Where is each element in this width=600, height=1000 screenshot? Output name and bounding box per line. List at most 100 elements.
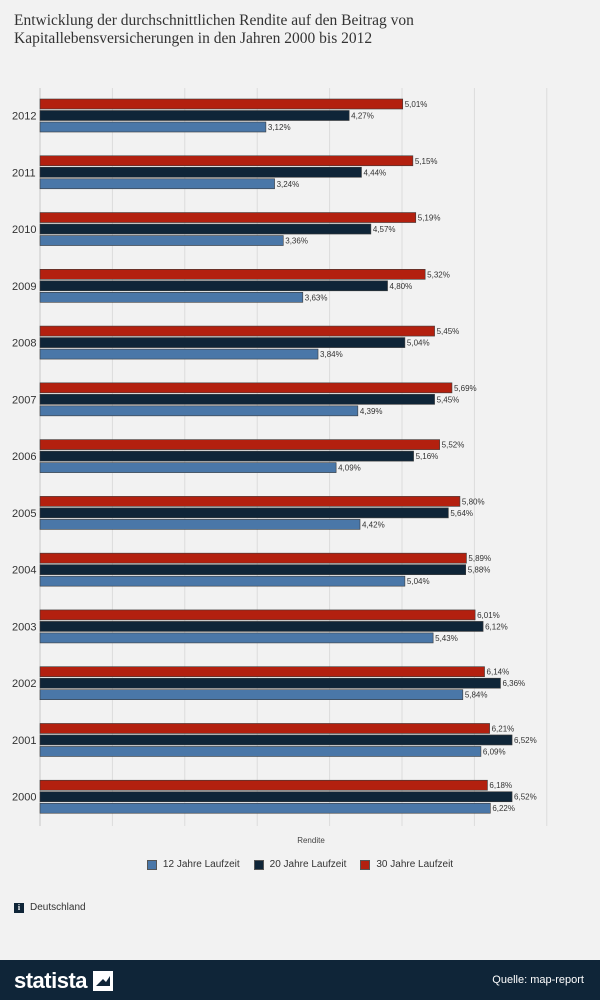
bar[interactable] [39,405,359,417]
bar[interactable] [39,779,488,791]
bar[interactable] [39,110,350,121]
bar[interactable] [39,269,426,280]
data-label: 4,09% [338,464,361,473]
data-label: 6,21% [492,724,515,733]
bar[interactable] [39,121,267,133]
bar[interactable] [39,677,501,689]
data-label: 5,52% [442,441,465,450]
y-tick-label: 2007 [12,394,36,406]
region-note: i Deutschland [14,902,86,913]
data-label: 5,69% [454,384,477,393]
y-tick-label: 2004 [12,565,36,577]
data-label: 4,27% [351,112,374,121]
data-label: 5,01% [405,100,428,109]
bar[interactable] [39,280,388,292]
legend-label: 12 Jahre Laufzeit [162,859,240,870]
data-label: 6,01% [477,611,500,620]
bar[interactable] [39,178,275,190]
data-label: 5,64% [450,509,473,518]
data-label: 5,84% [465,691,488,700]
data-label: 4,39% [360,407,383,416]
data-label: 5,89% [468,554,491,563]
y-tick-label: 2000 [12,792,36,804]
bar[interactable] [39,802,491,814]
data-label: 6,18% [489,781,512,790]
legend-item[interactable]: 30 Jahre Laufzeit [360,859,453,870]
legend-item[interactable]: 20 Jahre Laufzeit [253,859,346,870]
x-axis-title: Rendite [297,836,325,845]
y-tick-label: 2003 [12,621,36,633]
source-note: Quelle: map-report [492,974,584,986]
bar[interactable] [39,223,372,235]
y-tick-label: 2010 [12,224,36,236]
bar[interactable] [39,235,284,246]
bar[interactable] [39,98,404,110]
bar[interactable] [39,552,467,564]
bar[interactable] [39,575,406,587]
bar[interactable] [39,394,435,405]
bar[interactable] [39,166,362,178]
bar[interactable] [39,450,414,462]
data-label: 5,45% [437,395,460,404]
legend: 12 Jahre Laufzeit 20 Jahre Laufzeit 30 Jah… [0,859,600,870]
y-tick-label: 2006 [12,451,36,463]
statista-logo[interactable]: statista [14,968,114,994]
y-tick-label: 2001 [12,735,36,747]
bar[interactable] [39,519,361,530]
data-label: 5,43% [435,634,458,643]
bar[interactable] [39,666,485,677]
data-label: 5,45% [437,327,460,336]
bar[interactable] [39,734,513,746]
bar[interactable] [39,155,414,167]
bar[interactable] [39,496,461,507]
bar[interactable] [39,609,476,621]
bar[interactable] [39,382,453,394]
labels: 2012 5,01% 4,27% 3,12% 2011 5,15% 4,44% 3,24% 20… [12,100,537,813]
legend-item[interactable]: 12 Jahre Laufzeit [146,859,240,870]
legend-swatch [253,859,264,870]
data-label: 3,63% [305,293,328,302]
data-label: 6,09% [483,747,506,756]
bar-chart: 2012 5,01% 4,27% 3,12% 2011 5,15% 4,44% 3,24% 20… [12,88,548,845]
bar[interactable] [39,746,482,757]
y-tick-label: 2005 [12,508,36,520]
bar[interactable] [39,212,417,223]
brand-name: statista [14,968,88,993]
info-icon: i [14,902,24,913]
data-label: 6,12% [485,622,508,631]
bar[interactable] [39,325,435,337]
bar[interactable] [39,439,440,450]
data-label: 3,24% [277,180,300,189]
region-label: Deutschland [30,902,86,913]
data-label: 6,36% [502,679,525,688]
bars [39,98,513,814]
legend-swatch [360,859,371,870]
data-label: 4,42% [362,520,385,529]
data-label: 6,22% [492,804,515,813]
bar[interactable] [39,348,319,360]
chart-title: Entwicklung der durchschnittlichen Rendi… [14,12,414,47]
bar[interactable] [39,507,449,519]
data-label: 3,36% [285,237,308,246]
data-label: 5,80% [462,497,485,506]
bar[interactable] [39,723,490,734]
data-label: 5,88% [468,566,491,575]
data-label: 5,04% [407,577,430,586]
bar[interactable] [39,292,304,303]
bar[interactable] [39,621,484,632]
bar[interactable] [39,564,467,575]
data-label: 4,80% [390,282,413,291]
bar[interactable] [39,632,434,644]
y-tick-label: 2011 [12,167,36,179]
data-label: 6,52% [514,793,537,802]
bar[interactable] [39,689,464,700]
y-tick-label: 2002 [12,678,36,690]
grid [39,88,548,826]
y-tick-label: 2008 [12,338,36,350]
legend-swatch [146,859,157,870]
data-label: 5,32% [427,270,450,279]
bar[interactable] [39,337,406,348]
data-label: 3,12% [268,123,291,132]
bar[interactable] [39,791,513,803]
bar[interactable] [39,462,337,473]
